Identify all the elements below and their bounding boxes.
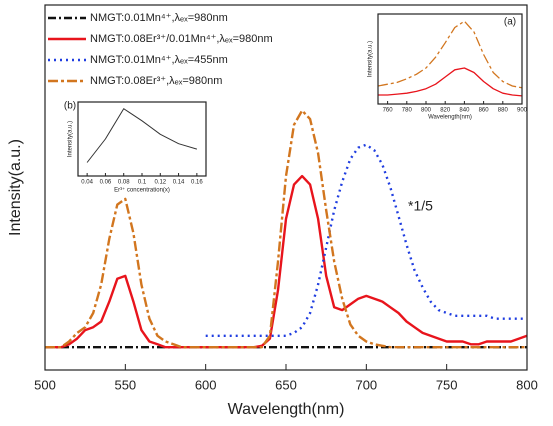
x-tick-label: 840: [459, 108, 470, 114]
inset-background: [378, 14, 522, 104]
inset-background: [78, 102, 206, 176]
x-tick-label: 800: [421, 108, 432, 114]
annotation: *1/5: [408, 198, 433, 214]
plot-frame: [377, 13, 523, 105]
panel-label: (a): [504, 17, 516, 28]
plot-frame: [77, 101, 207, 177]
y-axis-label: Intensity(a.u.): [368, 41, 374, 77]
x-tick-label: 760: [383, 108, 394, 114]
x-tick-label: 700: [355, 377, 377, 392]
x-tick-label: 650: [275, 377, 297, 392]
x-tick-label: 0.08: [118, 180, 130, 186]
x-tick-label: 0.1: [138, 180, 147, 186]
x-tick-label: 0.04: [81, 180, 93, 186]
x-axis-label: Wavelength(nm): [428, 115, 472, 121]
x-tick-label: 500: [34, 377, 56, 392]
series-line: [377, 20, 523, 89]
legend-label: NMGT:0.08Er³⁺/0.01Mn⁴⁺,λₑₓ=980nm: [90, 33, 273, 45]
panel-label: (b): [64, 101, 76, 112]
x-tick-label: 900: [517, 108, 528, 114]
x-tick-label: 550: [114, 377, 136, 392]
x-tick-label: 780: [402, 108, 413, 114]
series-line: [86, 108, 198, 163]
x-tick-label: 0.12: [154, 180, 166, 186]
x-tick-label: 800: [516, 377, 538, 392]
x-tick-label: 820: [440, 108, 451, 114]
plot-frame: [44, 4, 528, 371]
y-axis-label: Intensity(a.u.): [68, 121, 74, 157]
x-axis-label: Wavelength(nm): [228, 401, 345, 418]
x-tick-label: 860: [479, 108, 490, 114]
x-axis-label: Er³⁺ concentration(x): [114, 187, 170, 194]
legend-label: NMGT:0.01Mn⁴⁺,λₑₓ=455nm: [90, 54, 228, 66]
series-line: [205, 143, 527, 337]
x-tick-label: 880: [498, 108, 509, 114]
x-tick-label: 600: [195, 377, 217, 392]
legend-label: NMGT:0.08Er³⁺,λₑₓ=980nm: [90, 75, 222, 87]
x-tick-label: 0.06: [100, 180, 112, 186]
series-line: [45, 174, 528, 349]
x-tick-label: 0.14: [173, 180, 185, 186]
series-line: [45, 109, 527, 349]
series-line: [378, 67, 523, 97]
y-axis-label: Intensity(a.u.): [7, 139, 24, 236]
legend-label: NMGT:0.01Mn⁴⁺,λₑₓ=980nm: [90, 12, 228, 24]
x-tick-label: 750: [436, 377, 458, 392]
x-tick-label: 0.16: [191, 180, 203, 186]
